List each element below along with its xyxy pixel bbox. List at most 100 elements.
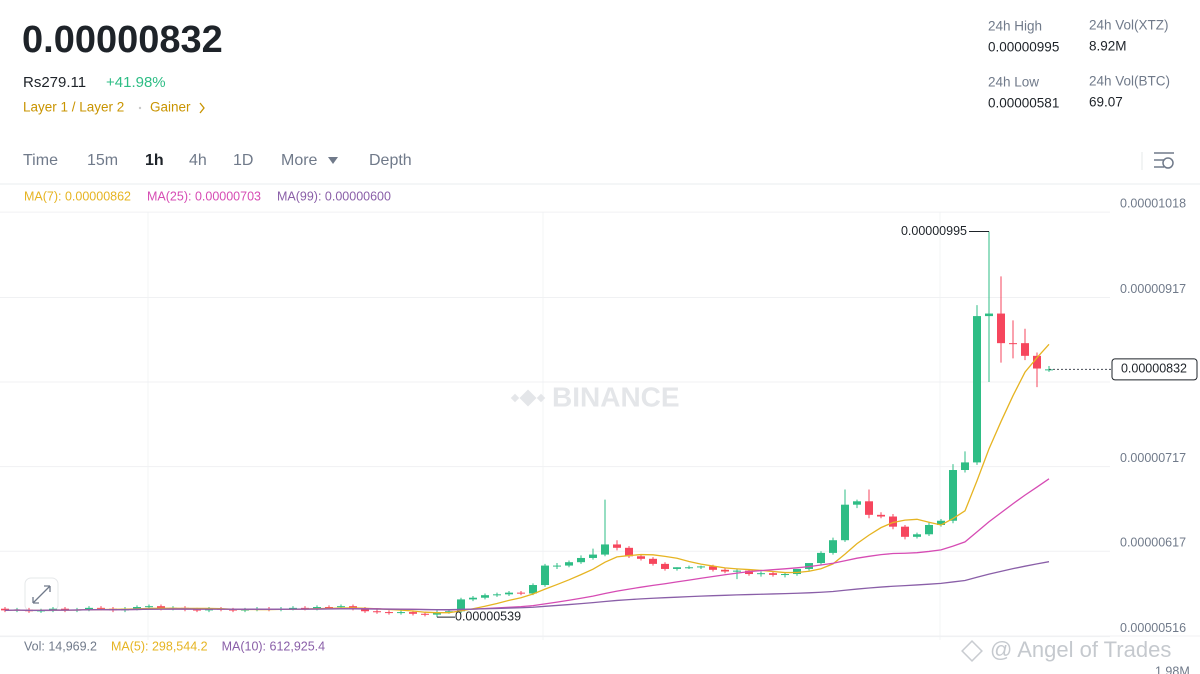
candle-body	[589, 554, 597, 558]
candle-body	[637, 556, 645, 559]
candle-body	[1033, 355, 1041, 369]
candle-body	[697, 566, 705, 568]
candle-body	[469, 597, 477, 600]
stat-label: 24h Vol(BTC)	[1089, 74, 1170, 89]
candle-body	[817, 552, 825, 564]
candle-body	[409, 612, 417, 614]
stat-value: 8.92M	[1089, 39, 1127, 54]
candle-body	[625, 547, 633, 557]
candle-body	[529, 585, 537, 594]
candle-body	[721, 569, 729, 572]
tag[interactable]: Gainer	[150, 100, 191, 115]
expand-icon	[32, 585, 51, 604]
candle-body	[301, 607, 309, 609]
candle-body	[517, 592, 525, 594]
candle-body	[949, 470, 957, 521]
high-label: 0.00000995	[901, 224, 967, 238]
tag[interactable]: Layer 1 / Layer 2	[23, 100, 124, 115]
candle-body	[157, 606, 165, 609]
settings-icon[interactable]	[1154, 152, 1174, 169]
y-tick-label: 0.00000717	[1120, 451, 1186, 465]
indicator-label: MA(7): 0.00000862	[24, 189, 131, 203]
candle-body	[685, 567, 693, 569]
candle-body	[649, 558, 657, 564]
price-change: +41.98%	[106, 74, 166, 91]
candle-body	[877, 514, 885, 517]
stat-value: 0.00000995	[988, 40, 1059, 55]
candle-body	[397, 612, 405, 614]
last-price: 0.00000832	[22, 19, 223, 61]
candle-body	[457, 599, 465, 612]
candle-body	[421, 613, 429, 615]
candle-body	[781, 574, 789, 576]
fiat-price: Rs279.11	[23, 74, 86, 91]
timeframe-tab[interactable]: Depth	[369, 152, 412, 169]
stat-label: 24h Vol(XTZ)	[1089, 18, 1169, 33]
stat-label: 24h Low	[988, 75, 1039, 90]
timeframe-tab[interactable]: More	[281, 152, 318, 169]
indicator-label: MA(99): 0.00000600	[277, 189, 391, 203]
volume-label: MA(5): 298,544.2	[111, 639, 208, 653]
candle-body	[673, 567, 681, 569]
last-price-label: 0.00000832	[1121, 362, 1187, 376]
candle-body	[853, 501, 861, 505]
timeframe-tab[interactable]: 4h	[189, 152, 207, 169]
y-tick-label: 0.00001018	[1120, 196, 1186, 210]
stat-value: 69.07	[1089, 95, 1123, 110]
low-label: 0.00000539	[455, 609, 521, 623]
candle-body	[481, 595, 489, 598]
stat-label: 24h High	[988, 19, 1042, 34]
candle-body	[229, 609, 237, 611]
moving-average-line	[4, 478, 1050, 612]
y-tick-label: 0.00000516	[1120, 621, 1186, 635]
candle-body	[757, 573, 765, 575]
indicator-label: MA(25): 0.00000703	[147, 189, 261, 203]
candle-body	[901, 526, 909, 537]
candle-body	[985, 313, 993, 317]
candle-body	[961, 462, 969, 471]
y-tick-label: 0.00000617	[1120, 535, 1186, 549]
candle-body	[445, 611, 453, 613]
candle-body	[997, 313, 1005, 344]
separator	[138, 106, 142, 110]
candle-body	[337, 606, 345, 608]
moving-average-line	[4, 343, 1050, 614]
candle-body	[373, 611, 381, 613]
volume-label: MA(10): 612,925.4	[222, 639, 326, 653]
volume-tick-label: 1.98M	[1155, 664, 1190, 674]
candle-body	[709, 566, 717, 570]
candle-body	[553, 565, 561, 567]
moving-average-line	[4, 561, 1050, 612]
candle-body	[193, 609, 201, 611]
stat-value: 0.00000581	[988, 96, 1059, 111]
user-watermark: @ Angel of Trades	[990, 637, 1171, 662]
candle-body	[325, 607, 333, 609]
candle-body	[937, 520, 945, 525]
candle-body	[613, 544, 621, 548]
timeframe-tab[interactable]: 1h	[145, 152, 164, 169]
watermark: BINANCE	[552, 381, 680, 412]
timeframe-tab[interactable]: 1D	[233, 152, 253, 169]
timeframe-tab[interactable]: 15m	[87, 152, 118, 169]
candle-body	[493, 594, 501, 596]
candle-body	[745, 570, 753, 575]
dropdown-arrow	[328, 157, 338, 164]
timeframe-tab[interactable]: Time	[23, 152, 58, 169]
candle-body	[913, 534, 921, 537]
candle-body	[565, 562, 573, 566]
user-watermark-logo	[961, 640, 983, 662]
candle-body	[505, 592, 513, 595]
candle-body	[385, 612, 393, 614]
candle-body	[793, 568, 801, 575]
candle-body	[541, 565, 549, 586]
candle-body	[865, 501, 873, 515]
candle-body	[733, 570, 741, 572]
y-tick-label: 0.00000917	[1120, 282, 1186, 296]
candle-body	[145, 606, 153, 608]
candle-body	[97, 607, 105, 609]
volume-label: Vol: 14,969.2	[24, 639, 97, 653]
candle-body	[1009, 343, 1017, 345]
candle-body	[577, 557, 585, 563]
